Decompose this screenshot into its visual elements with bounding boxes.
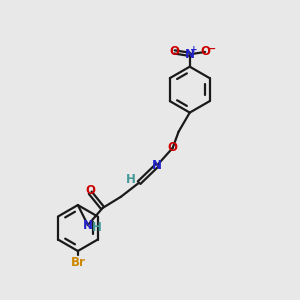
Text: O: O bbox=[200, 45, 210, 58]
Text: O: O bbox=[85, 184, 95, 197]
Text: H: H bbox=[92, 221, 102, 234]
Text: −: − bbox=[207, 44, 216, 53]
Text: +: + bbox=[190, 44, 197, 53]
Text: H: H bbox=[126, 173, 136, 186]
Text: O: O bbox=[168, 141, 178, 154]
Text: Br: Br bbox=[70, 256, 85, 269]
Text: O: O bbox=[169, 45, 179, 58]
Text: N: N bbox=[185, 48, 195, 61]
Text: N: N bbox=[152, 158, 162, 172]
Text: N: N bbox=[83, 219, 93, 232]
